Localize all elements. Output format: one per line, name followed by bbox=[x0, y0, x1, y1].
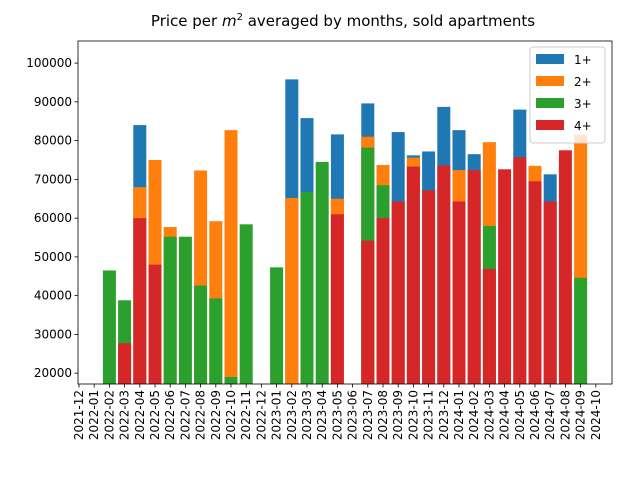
bar bbox=[315, 161, 329, 384]
bar bbox=[452, 201, 466, 384]
x-tick-label: 2023-10 bbox=[406, 390, 420, 440]
y-tick-label: 50000 bbox=[34, 250, 72, 264]
bar bbox=[543, 201, 557, 384]
bar bbox=[361, 240, 375, 384]
x-tick-label: 2021-12 bbox=[72, 390, 86, 440]
legend-label: 4+ bbox=[574, 119, 592, 133]
y-tick-label: 100000 bbox=[26, 56, 72, 70]
chart-title: Price per m2 averaged by months, sold ap… bbox=[151, 12, 535, 30]
x-tick-label: 2022-05 bbox=[148, 390, 162, 440]
x-tick-label: 2024-10 bbox=[589, 390, 603, 440]
x-tick-label: 2022-04 bbox=[133, 390, 147, 440]
x-tick-label: 2024-07 bbox=[543, 390, 557, 440]
legend-swatch bbox=[536, 120, 564, 130]
bar bbox=[178, 236, 192, 384]
x-tick-label: 2023-12 bbox=[437, 390, 451, 440]
bar bbox=[118, 343, 132, 384]
x-tick-label: 2022-02 bbox=[102, 390, 116, 440]
legend: 1+ 2+ 3+ 4+ bbox=[529, 46, 606, 144]
bar bbox=[406, 166, 420, 384]
legend-label: 3+ bbox=[574, 97, 592, 111]
bar bbox=[270, 267, 284, 384]
y-tick-label: 80000 bbox=[34, 134, 72, 148]
axes-frame bbox=[77, 40, 613, 385]
x-tick-label: 2023-02 bbox=[285, 390, 299, 440]
x-tick-label: 2023-05 bbox=[330, 390, 344, 440]
legend-swatch bbox=[536, 54, 564, 64]
bar bbox=[437, 165, 451, 384]
y-tick-label: 20000 bbox=[34, 366, 72, 380]
x-tick-label: 2024-01 bbox=[452, 390, 466, 440]
x-tick-label: 2023-07 bbox=[361, 390, 375, 440]
x-tick-label: 2023-11 bbox=[422, 390, 436, 440]
x-tick-label: 2024-08 bbox=[558, 390, 572, 440]
x-tick-label: 2023-04 bbox=[315, 390, 329, 440]
bar bbox=[194, 285, 208, 384]
y-tick-label: 30000 bbox=[34, 327, 72, 341]
bar bbox=[148, 264, 162, 384]
x-tick-label: 2022-01 bbox=[87, 390, 101, 440]
x-tick-label: 2024-09 bbox=[574, 390, 588, 440]
bar bbox=[482, 268, 496, 384]
x-tick-label: 2022-06 bbox=[163, 390, 177, 440]
x-tick-label: 2024-06 bbox=[528, 390, 542, 440]
x-tick-label: 2022-12 bbox=[254, 390, 268, 440]
bar bbox=[209, 298, 223, 384]
x-tick-label: 2022-03 bbox=[118, 390, 132, 440]
bar bbox=[102, 270, 116, 384]
bar bbox=[574, 277, 588, 384]
bar bbox=[163, 236, 177, 384]
bar bbox=[513, 157, 527, 384]
y-tick-label: 90000 bbox=[34, 95, 72, 109]
x-tick-label: 2024-05 bbox=[513, 390, 527, 440]
legend-label: 2+ bbox=[574, 75, 592, 89]
x-tick-label: 2023-01 bbox=[270, 390, 284, 440]
bar bbox=[330, 214, 344, 384]
x-tick-label: 2022-07 bbox=[178, 390, 192, 440]
bar bbox=[224, 377, 238, 384]
legend-box bbox=[529, 46, 606, 144]
bar bbox=[300, 192, 314, 384]
x-tick-label: 2023-09 bbox=[391, 390, 405, 440]
plot-area bbox=[102, 79, 588, 384]
x-tick-label: 2022-10 bbox=[224, 390, 238, 440]
legend-swatch bbox=[536, 98, 564, 108]
bar bbox=[498, 169, 512, 384]
bar bbox=[376, 218, 390, 384]
bar bbox=[467, 170, 481, 384]
x-tick-label: 2023-08 bbox=[376, 390, 390, 440]
bar bbox=[285, 197, 299, 384]
bar bbox=[422, 190, 436, 384]
x-tick-label: 2023-06 bbox=[346, 390, 360, 440]
x-tick-label: 2024-04 bbox=[498, 390, 512, 440]
bar bbox=[239, 224, 253, 384]
y-tick-label: 70000 bbox=[34, 172, 72, 186]
x-tick-label: 2024-03 bbox=[482, 390, 496, 440]
bar bbox=[558, 150, 572, 384]
bar bbox=[391, 201, 405, 384]
bar bbox=[224, 130, 238, 384]
y-tick-label: 60000 bbox=[34, 211, 72, 225]
x-tick-label: 2022-09 bbox=[209, 390, 223, 440]
x-tick-label: 2022-11 bbox=[239, 390, 253, 440]
bar bbox=[133, 218, 147, 384]
x-tick-label: 2023-03 bbox=[300, 390, 314, 440]
bar bbox=[528, 181, 542, 384]
x-tick-label: 2024-02 bbox=[467, 390, 481, 440]
legend-swatch bbox=[536, 76, 564, 86]
legend-label: 1+ bbox=[574, 53, 592, 67]
y-tick-label: 40000 bbox=[34, 289, 72, 303]
x-tick-label: 2022-08 bbox=[194, 390, 208, 440]
